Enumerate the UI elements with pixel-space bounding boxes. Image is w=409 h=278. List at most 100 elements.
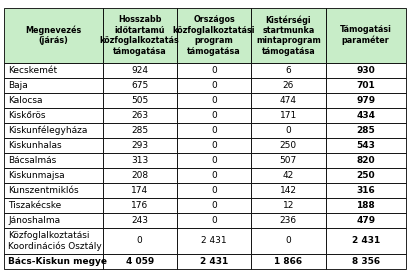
- Text: 8 356: 8 356: [351, 257, 379, 266]
- Text: 0: 0: [211, 66, 216, 75]
- FancyBboxPatch shape: [251, 123, 325, 138]
- Text: 174: 174: [131, 186, 148, 195]
- FancyBboxPatch shape: [251, 138, 325, 153]
- FancyBboxPatch shape: [176, 8, 251, 63]
- Text: 701: 701: [355, 81, 374, 90]
- FancyBboxPatch shape: [176, 254, 251, 269]
- FancyBboxPatch shape: [325, 78, 405, 93]
- FancyBboxPatch shape: [325, 123, 405, 138]
- FancyBboxPatch shape: [176, 108, 251, 123]
- FancyBboxPatch shape: [102, 198, 176, 213]
- Text: 250: 250: [279, 141, 296, 150]
- Text: Tiszakécske: Tiszakécske: [8, 201, 61, 210]
- FancyBboxPatch shape: [251, 153, 325, 168]
- FancyBboxPatch shape: [176, 228, 251, 254]
- FancyBboxPatch shape: [251, 93, 325, 108]
- Text: 507: 507: [279, 156, 296, 165]
- Text: 0: 0: [211, 141, 216, 150]
- Text: 250: 250: [355, 171, 374, 180]
- Text: Kiskőrös: Kiskőrös: [8, 111, 45, 120]
- Text: 2 431: 2 431: [351, 236, 379, 245]
- Text: Jánoshalma: Jánoshalma: [8, 216, 60, 225]
- Text: 1 866: 1 866: [274, 257, 302, 266]
- Text: Közfoglalkoztatási
Koordinációs Osztály: Közfoglalkoztatási Koordinációs Osztály: [8, 231, 102, 251]
- Text: Kiskunfélegyháza: Kiskunfélegyháza: [8, 125, 88, 135]
- Text: Kalocsa: Kalocsa: [8, 96, 43, 105]
- FancyBboxPatch shape: [176, 183, 251, 198]
- Text: Kunszentmiklós: Kunszentmiklós: [8, 186, 79, 195]
- FancyBboxPatch shape: [176, 198, 251, 213]
- Text: 12: 12: [282, 201, 293, 210]
- Text: Bács-Kiskun megye: Bács-Kiskun megye: [8, 257, 107, 266]
- FancyBboxPatch shape: [325, 138, 405, 153]
- FancyBboxPatch shape: [176, 123, 251, 138]
- FancyBboxPatch shape: [325, 254, 405, 269]
- Text: 0: 0: [211, 186, 216, 195]
- FancyBboxPatch shape: [102, 93, 176, 108]
- Text: 285: 285: [355, 126, 374, 135]
- Text: 543: 543: [355, 141, 374, 150]
- FancyBboxPatch shape: [102, 228, 176, 254]
- FancyBboxPatch shape: [251, 63, 325, 78]
- FancyBboxPatch shape: [325, 168, 405, 183]
- Text: Hosszabb
időtartamú
közfoglalkoztatás
támogatása: Hosszabb időtartamú közfoglalkoztatás tá…: [99, 15, 179, 56]
- FancyBboxPatch shape: [325, 228, 405, 254]
- Text: 313: 313: [131, 156, 148, 165]
- Text: 6: 6: [285, 66, 290, 75]
- FancyBboxPatch shape: [102, 138, 176, 153]
- Text: 316: 316: [355, 186, 374, 195]
- FancyBboxPatch shape: [251, 108, 325, 123]
- FancyBboxPatch shape: [325, 63, 405, 78]
- Text: 263: 263: [131, 111, 148, 120]
- FancyBboxPatch shape: [102, 213, 176, 228]
- FancyBboxPatch shape: [251, 8, 325, 63]
- FancyBboxPatch shape: [102, 254, 176, 269]
- FancyBboxPatch shape: [4, 254, 102, 269]
- Text: 171: 171: [279, 111, 296, 120]
- FancyBboxPatch shape: [4, 168, 102, 183]
- FancyBboxPatch shape: [4, 228, 102, 254]
- Text: Kiskunmajsa: Kiskunmajsa: [8, 171, 65, 180]
- FancyBboxPatch shape: [4, 93, 102, 108]
- FancyBboxPatch shape: [4, 78, 102, 93]
- FancyBboxPatch shape: [251, 168, 325, 183]
- FancyBboxPatch shape: [4, 138, 102, 153]
- Text: 675: 675: [131, 81, 148, 90]
- Text: 0: 0: [211, 156, 216, 165]
- FancyBboxPatch shape: [176, 213, 251, 228]
- Text: 924: 924: [131, 66, 148, 75]
- FancyBboxPatch shape: [176, 168, 251, 183]
- Text: 820: 820: [355, 156, 374, 165]
- Text: 4 059: 4 059: [125, 257, 153, 266]
- Text: 479: 479: [355, 216, 374, 225]
- Text: 142: 142: [279, 186, 296, 195]
- Text: 0: 0: [211, 201, 216, 210]
- FancyBboxPatch shape: [4, 123, 102, 138]
- Text: 285: 285: [131, 126, 148, 135]
- FancyBboxPatch shape: [251, 198, 325, 213]
- Text: 0: 0: [285, 236, 290, 245]
- Text: Kecskemét: Kecskemét: [8, 66, 57, 75]
- FancyBboxPatch shape: [102, 183, 176, 198]
- Text: 434: 434: [355, 111, 374, 120]
- FancyBboxPatch shape: [176, 138, 251, 153]
- Text: Baja: Baja: [8, 81, 28, 90]
- FancyBboxPatch shape: [325, 183, 405, 198]
- Text: 188: 188: [355, 201, 374, 210]
- Text: 505: 505: [131, 96, 148, 105]
- FancyBboxPatch shape: [325, 213, 405, 228]
- Text: 930: 930: [355, 66, 374, 75]
- Text: 2 431: 2 431: [200, 257, 228, 266]
- FancyBboxPatch shape: [325, 93, 405, 108]
- FancyBboxPatch shape: [176, 78, 251, 93]
- Text: 26: 26: [282, 81, 293, 90]
- Text: 236: 236: [279, 216, 296, 225]
- Text: 243: 243: [131, 216, 148, 225]
- FancyBboxPatch shape: [251, 213, 325, 228]
- Text: 2 431: 2 431: [201, 236, 226, 245]
- FancyBboxPatch shape: [4, 213, 102, 228]
- Text: Bácsalmás: Bácsalmás: [8, 156, 56, 165]
- FancyBboxPatch shape: [251, 78, 325, 93]
- FancyBboxPatch shape: [176, 93, 251, 108]
- FancyBboxPatch shape: [325, 198, 405, 213]
